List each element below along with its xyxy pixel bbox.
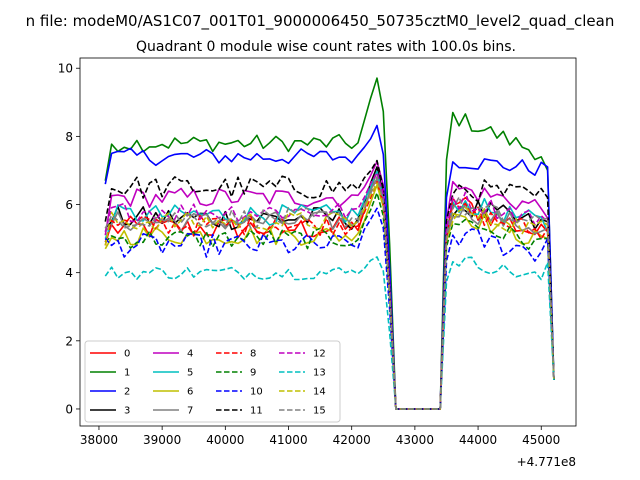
x-tick-label: 40000	[206, 433, 244, 447]
series-line-11	[104, 159, 555, 410]
series-line-14	[104, 182, 555, 410]
x-tick-label: 41000	[269, 433, 307, 447]
series-layer	[104, 77, 555, 410]
x-offset-label: +4.771e8	[517, 455, 576, 469]
y-tick-label: 2	[65, 334, 73, 348]
y-tick-label: 8	[65, 130, 73, 144]
series-line-4	[104, 160, 555, 410]
chart-title: Quadrant 0 module wise count rates with …	[136, 39, 516, 55]
ticks-layer: 38000 39000 40000 41000 42000 43000 44000 45000…	[58, 62, 561, 447]
legend-label-9: 9	[250, 368, 256, 379]
series-line-6	[104, 184, 555, 410]
x-tick-label: 43000	[396, 433, 434, 447]
y-tick-label: 4	[65, 266, 73, 280]
y-tick-label: 0	[65, 402, 73, 416]
x-tick-label: 39000	[143, 433, 181, 447]
legend-label-4: 4	[187, 349, 193, 360]
legend-label-1: 1	[124, 368, 130, 379]
legend-label-8: 8	[250, 349, 256, 360]
series-line-7	[104, 177, 555, 410]
series-line-5	[104, 170, 555, 410]
legend-box	[84, 340, 341, 423]
series-line-12	[104, 172, 555, 410]
legend-label-11: 11	[250, 406, 263, 417]
x-tick-label: 42000	[333, 433, 371, 447]
x-tick-label: 44000	[459, 433, 497, 447]
legend-label-2: 2	[124, 387, 130, 398]
legend-label-15: 15	[313, 406, 326, 417]
series-line-9	[104, 192, 555, 410]
legend-label-6: 6	[187, 387, 193, 398]
series-line-3	[104, 166, 555, 410]
legend-label-14: 14	[313, 387, 326, 398]
y-tick-label: 10	[58, 62, 73, 76]
series-line-10	[104, 207, 555, 410]
legend-label-12: 12	[313, 349, 326, 360]
legend-label-7: 7	[187, 406, 193, 417]
figure-suptitle: n file: modeM0/AS1C07_001T01_9000006450_…	[26, 12, 615, 31]
x-tick-label: 45000	[522, 433, 560, 447]
legend-label-5: 5	[187, 368, 193, 379]
series-line-15	[104, 176, 555, 410]
legend-label-0: 0	[124, 349, 130, 360]
legend-label-10: 10	[250, 387, 263, 398]
series-line-2	[104, 124, 555, 410]
series-line-1	[104, 77, 555, 410]
x-tick-label: 38000	[80, 433, 118, 447]
axes-frame	[79, 57, 577, 427]
y-tick-label: 6	[65, 198, 73, 212]
legend-label-13: 13	[313, 368, 326, 379]
series-line-13	[104, 256, 555, 410]
legend-label-3: 3	[124, 406, 130, 417]
